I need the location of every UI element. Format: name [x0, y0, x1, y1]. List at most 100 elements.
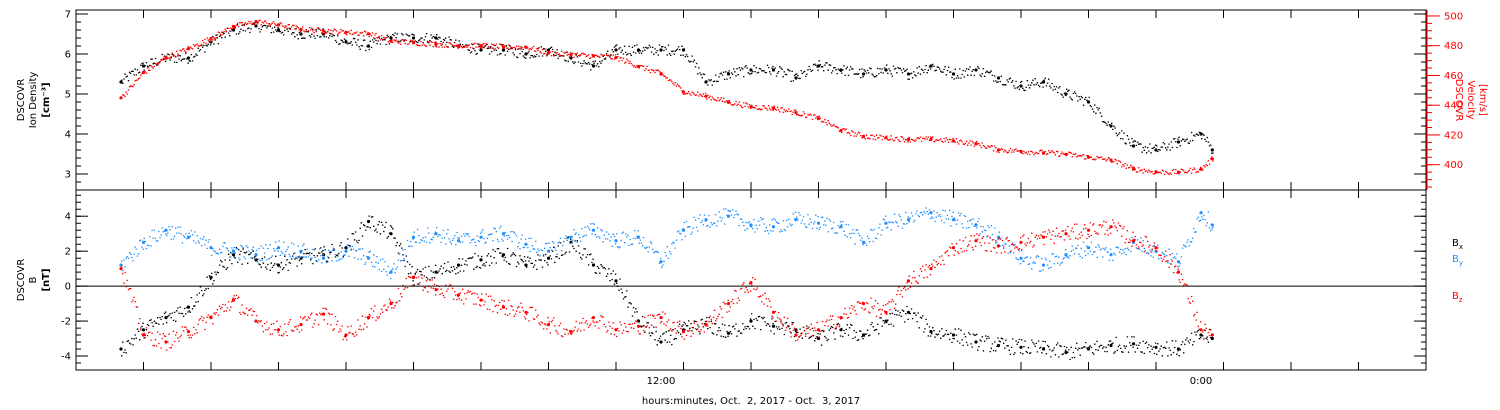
velocity-tick-label: 440: [1444, 101, 1463, 112]
bz-point: [321, 312, 326, 316]
bz-point: [974, 239, 978, 243]
bx-point: [1131, 342, 1136, 346]
velocity-tick-label: 480: [1444, 41, 1463, 52]
by-point: [591, 228, 596, 232]
velocity-tick-label: 500: [1444, 11, 1463, 22]
top-panel-frame: [75, 9, 1427, 191]
velocity-point: [479, 44, 483, 48]
by-point: [479, 235, 483, 239]
bx-point: [1154, 345, 1158, 349]
bz-point: [546, 323, 551, 327]
b-tick-label: 2: [65, 247, 71, 258]
bx-point: [929, 330, 933, 334]
bz-point: [434, 288, 438, 292]
bx-point: [816, 336, 821, 341]
by-point: [771, 225, 776, 229]
velocity-point: [1131, 167, 1136, 171]
density-point: [794, 76, 798, 80]
bx-dense-samples: [121, 215, 1214, 361]
b-axis-label-2: B: [28, 276, 39, 283]
bx-point: [119, 347, 123, 351]
bz-point: [906, 279, 911, 283]
bz-point: [929, 267, 933, 271]
density-series: [119, 20, 1214, 154]
by-point: [1199, 211, 1203, 215]
by-point: [456, 239, 461, 243]
bz-point: [231, 298, 236, 302]
velocity-point: [231, 24, 236, 28]
by-point: [749, 223, 753, 227]
by-point: [569, 235, 573, 239]
bx-point: [501, 253, 506, 257]
b-axis-label-1: DSCOVR: [16, 259, 27, 302]
by-dense-samples: [121, 207, 1214, 280]
bz-point: [389, 302, 393, 306]
density-point: [861, 72, 866, 76]
bx-point: [231, 253, 236, 257]
bz-point: [659, 316, 663, 320]
bx-point: [614, 279, 618, 283]
by-point: [299, 249, 303, 253]
by-point: [1210, 223, 1214, 227]
bz-point: [479, 298, 483, 302]
bz-point: [276, 328, 281, 332]
density-tick-label: 5: [65, 90, 71, 101]
velocity-point: [1210, 157, 1214, 161]
by-point: [254, 253, 258, 257]
by-point: [411, 235, 416, 239]
by-point: [1019, 256, 1023, 260]
density-tick-label: 7: [65, 10, 71, 21]
bx-point: [524, 263, 528, 267]
bx-point: [456, 263, 461, 267]
bx-point: [276, 263, 281, 267]
velocity-axis-ticks: 400 420 440 460 480 500: [1426, 10, 1463, 190]
bz-point: [1041, 235, 1046, 239]
velocity-dense-samples: [121, 19, 1214, 176]
bx-point: [1176, 347, 1181, 351]
bottom-panel-series: [119, 207, 1214, 361]
density-point: [1176, 140, 1181, 144]
velocity-axis-unit: [km/s]: [1477, 84, 1488, 116]
bz-point: [1019, 240, 1023, 244]
velocity-point: [816, 117, 821, 121]
by-series: [119, 207, 1214, 280]
by-point: [1064, 253, 1068, 257]
bz-point: [186, 330, 191, 334]
density-point: [614, 48, 618, 52]
by-point: [141, 240, 146, 244]
bx-point: [546, 256, 551, 260]
density-point: [1041, 80, 1046, 84]
density-point: [276, 28, 281, 32]
by-point: [906, 218, 911, 222]
bx-point: [726, 331, 731, 335]
by-point: [951, 218, 956, 222]
bz-series: [119, 219, 1214, 351]
density-axis-unit: [cm⁻³]: [41, 82, 52, 117]
velocity-series: [119, 19, 1214, 176]
density-tick-label: 3: [65, 170, 71, 181]
bx-point: [209, 275, 213, 279]
bz-point: [636, 324, 641, 328]
b-axis-ticks: -4 -2 0 2 4: [61, 194, 1426, 364]
velocity-axis-label-1: DSCOVR: [1453, 79, 1464, 122]
density-point: [1154, 148, 1158, 152]
top-panel-series: [119, 19, 1214, 176]
bx-point: [1109, 343, 1113, 348]
bx-point: [951, 333, 956, 337]
density-point: [591, 64, 596, 68]
legend-bx: Bx: [1452, 238, 1463, 251]
bz-point: [524, 310, 528, 314]
density-axis-label-1: DSCOVR: [16, 79, 27, 122]
density-point: [1210, 148, 1214, 152]
bx-point: [389, 232, 393, 236]
velocity-point: [434, 42, 438, 46]
x-tick-label-12-00: 12:00: [647, 376, 676, 387]
bz-point: [1086, 228, 1091, 232]
bx-point: [749, 319, 753, 323]
by-point: [816, 221, 821, 225]
by-point: [501, 232, 506, 236]
bz-point: [299, 323, 303, 327]
bx-point: [974, 340, 978, 344]
density-point: [1131, 144, 1136, 148]
by-point: [929, 211, 933, 215]
